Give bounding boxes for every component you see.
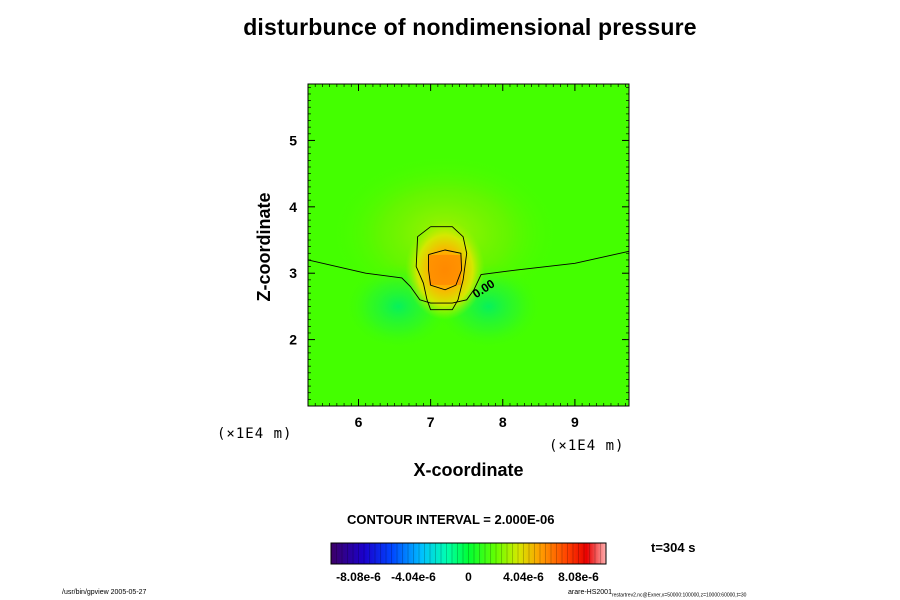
plot-frame <box>307 83 630 407</box>
y-tick-label: 2 <box>289 332 297 348</box>
footer-right-main: arare-HS2001 <box>568 589 612 596</box>
colorbar: -8.08e-6 -4.04e-6 0 4.04e-6 8.08e-6 <box>330 542 607 584</box>
chart-title: disturbunce of nondimensional pressure <box>243 14 697 40</box>
x-tick-label: 6 <box>355 414 363 430</box>
plot-area: 0.00 <box>307 83 630 407</box>
colorbar-tick-label: 8.08e-6 <box>558 570 599 584</box>
x-unit-label: (×1E4 m) <box>549 438 624 454</box>
x-axis-title: X-coordinate <box>413 460 523 480</box>
contour-line <box>415 226 468 311</box>
x-tick-label: 8 <box>499 414 507 430</box>
colorbar-tick-label: -8.08e-6 <box>336 570 381 584</box>
y-axis-title: Z-coordinate <box>254 192 274 301</box>
footer-left-text: /usr/bin/gpview 2005-05-27 <box>62 589 147 596</box>
axes: 6 7 8 9 2 3 4 5 X-coordinate Z-coordinate (×1E4 m)… <box>217 84 629 480</box>
x-tick-label: 9 <box>571 414 579 430</box>
contour-interval-label: CONTOUR INTERVAL = 2.000E-06 <box>347 512 555 527</box>
contour-line <box>428 249 463 291</box>
colorbar-tick-label: -4.04e-6 <box>391 570 436 584</box>
z-unit-label: (×1E4 m) <box>217 426 292 442</box>
y-tick-label: 4 <box>289 199 297 215</box>
colorbar-tick-label: 0 <box>465 570 472 584</box>
colorbar-frame <box>330 542 607 565</box>
y-tick-label: 3 <box>289 265 297 281</box>
x-tick-label: 7 <box>427 414 435 430</box>
footer-right-text: arare-HS2001restartrev2.nc@Exner,x=50000… <box>568 589 746 598</box>
y-tick-label: 5 <box>289 132 297 148</box>
footer-right-sub: restartrev2.nc@Exner,x=50000:100000,z=10… <box>611 592 747 599</box>
contour-line <box>308 250 629 304</box>
positive-peak-core <box>429 254 462 285</box>
time-label: t=304 s <box>651 540 696 555</box>
colorbar-tick-label: 4.04e-6 <box>503 570 544 584</box>
field: 0.00 <box>308 84 629 406</box>
